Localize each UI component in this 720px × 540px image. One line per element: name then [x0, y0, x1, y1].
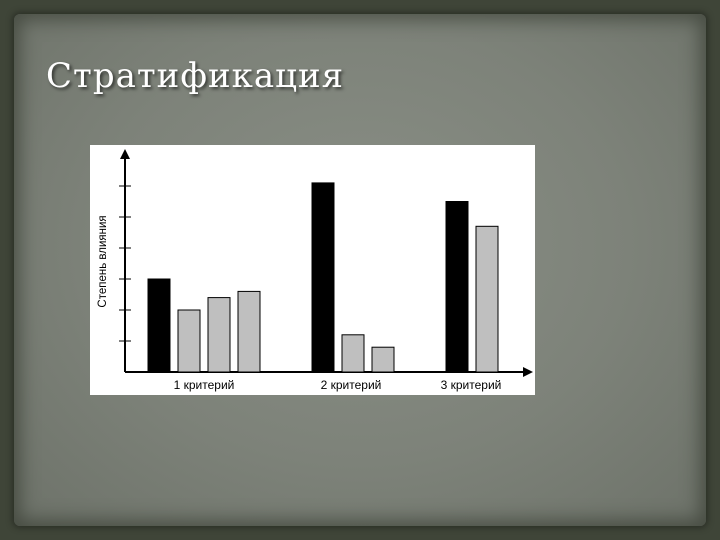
y-axis-label: Степень влияния	[97, 215, 109, 307]
x-category-label: 1 критерий	[174, 378, 235, 392]
slide-title: Стратификация	[46, 56, 345, 96]
bar	[237, 290, 261, 373]
bar	[311, 182, 335, 373]
bar	[445, 201, 469, 373]
x-axis-arrow	[523, 367, 533, 377]
bar-chart: Степень влияния 1 критерий 2 критерий 3 кри…	[97, 149, 533, 392]
bar	[207, 297, 231, 373]
bar	[371, 346, 395, 373]
bar	[475, 225, 499, 373]
y-axis-arrow	[120, 149, 130, 159]
bar	[341, 334, 365, 373]
x-category-label: 2 критерий	[321, 378, 382, 392]
bar	[177, 309, 201, 373]
bar	[147, 278, 171, 373]
chart-panel: Степень влияния 1 критерий 2 критерий 3 кри…	[90, 145, 535, 395]
x-category-label: 3 критерий	[441, 378, 502, 392]
